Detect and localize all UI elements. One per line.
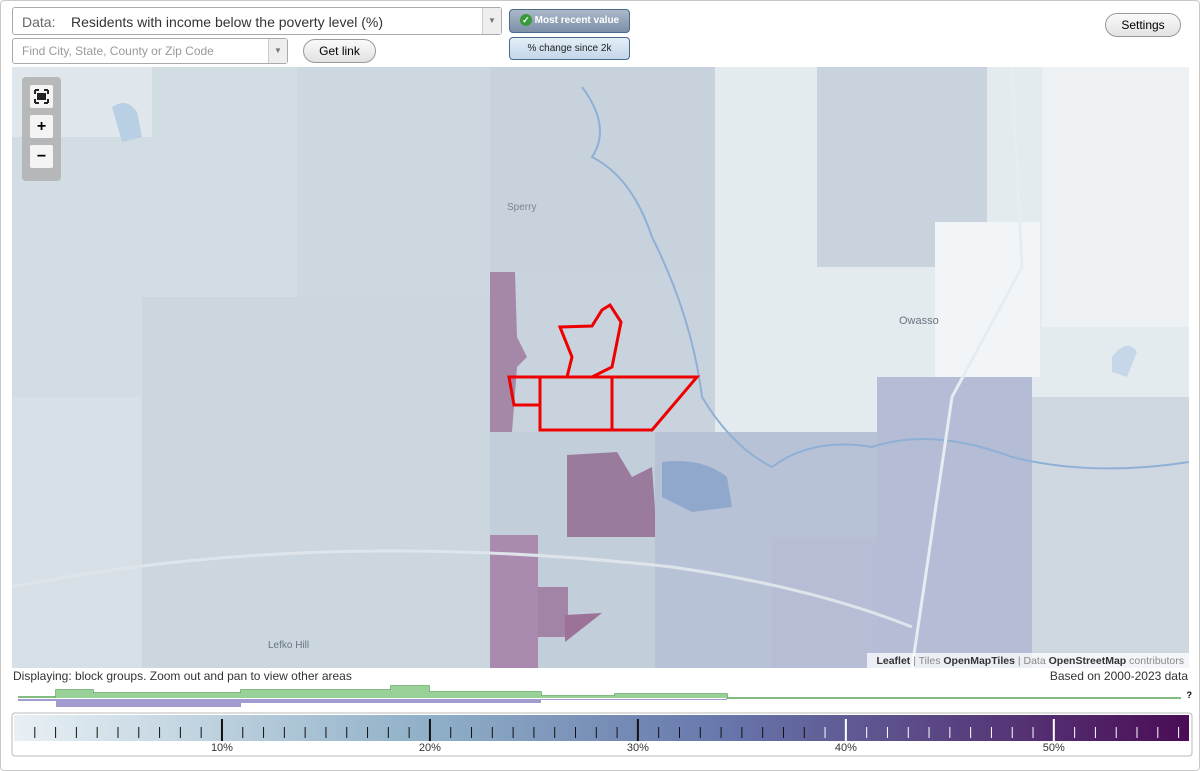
distribution-area	[18, 699, 727, 707]
lake	[112, 103, 142, 142]
lake	[662, 461, 732, 512]
data-value: Residents with income below the poverty …	[71, 14, 384, 30]
search-placeholder: Find City, State, County or Zip Code	[22, 44, 214, 58]
data-years: Based on 2000-2023 data	[1049, 669, 1188, 683]
region	[565, 613, 602, 642]
region	[1042, 67, 1189, 327]
road	[12, 549, 913, 629]
region	[490, 535, 538, 668]
region	[490, 272, 527, 432]
tick-label: 40%	[835, 742, 857, 754]
fit-icon	[34, 89, 49, 104]
attribution: Leaflet | Tiles OpenMapTiles | Data Open…	[876, 655, 1184, 667]
tick-label: 50%	[1043, 742, 1065, 754]
attribution-box	[867, 653, 1189, 668]
region	[772, 537, 880, 668]
attribution-link[interactable]: OpenStreetMap	[1049, 655, 1127, 667]
attribution-link[interactable]: OpenMapTiles	[943, 655, 1015, 667]
attribution-link[interactable]: Leaflet	[876, 655, 910, 667]
mode-label: Most recent value	[534, 15, 620, 26]
dropdown-arrow: ▼	[268, 39, 287, 63]
place-label: Lefko Hill	[268, 640, 309, 651]
check-icon: ✓	[519, 14, 532, 27]
attribution-text: | Data	[1018, 655, 1046, 667]
map[interactable]: Sperry Owasso Lefko Hill + − Leaflet | T…	[12, 67, 1189, 668]
road	[910, 67, 1024, 668]
tick-label: 20%	[419, 742, 441, 754]
data-label: Data:	[22, 14, 56, 30]
region	[935, 222, 1040, 377]
zoom-out-button[interactable]	[30, 145, 53, 168]
data-select[interactable]: Data: Residents with income below the po…	[12, 7, 502, 35]
tick-label: 30%	[627, 742, 649, 754]
search-box[interactable]: Find City, State, County or Zip Code ▼	[12, 38, 288, 64]
region	[490, 67, 715, 272]
status-text: Displaying: block groups. Zoom out and p…	[13, 669, 352, 683]
dropdown-arrow: ▼	[482, 8, 501, 34]
unknown-marker: ?	[1187, 690, 1193, 700]
zoom-in-button[interactable]	[30, 115, 53, 138]
tick-label: 10%	[211, 742, 233, 754]
place-label: Owasso	[899, 315, 939, 327]
region	[567, 452, 657, 537]
color-ramp	[14, 715, 1189, 741]
selected-boundary[interactable]	[557, 302, 623, 379]
zoom-out-label: −	[37, 148, 46, 165]
river	[581, 86, 1189, 470]
fit-icon	[37, 93, 46, 100]
selected-boundary[interactable]	[507, 375, 701, 432]
region	[877, 377, 1032, 668]
region	[142, 297, 490, 668]
distribution-area	[56, 686, 727, 698]
region	[538, 587, 568, 637]
region	[1032, 397, 1189, 668]
legend: ? 10% 20% 30% 40% 50%	[11, 685, 1193, 757]
attribution-text: | Tiles	[913, 655, 940, 667]
place-label: Sperry	[507, 202, 536, 213]
settings-button[interactable]: Settings	[1105, 13, 1181, 37]
zoom-in-label: +	[37, 118, 46, 135]
mode-button[interactable]: % change since 2k	[509, 37, 630, 60]
attribution-text: contributors	[1129, 655, 1184, 667]
mode-button[interactable]: ✓ Most recent value	[509, 9, 630, 33]
get-link-button[interactable]: Get link	[303, 39, 376, 63]
lake	[1112, 345, 1137, 377]
